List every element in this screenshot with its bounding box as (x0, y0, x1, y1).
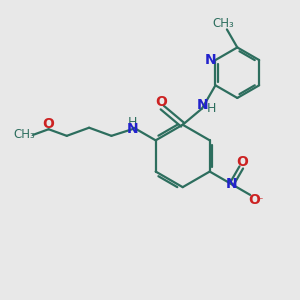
Text: ⁻: ⁻ (256, 195, 263, 208)
Text: N: N (127, 122, 138, 136)
Text: CH₃: CH₃ (212, 17, 234, 30)
Text: N: N (197, 98, 208, 112)
Text: H: H (128, 116, 137, 129)
Text: O: O (155, 95, 167, 109)
Text: N: N (205, 53, 217, 67)
Text: N: N (226, 177, 237, 191)
Text: CH₃: CH₃ (14, 128, 35, 141)
Text: O: O (248, 193, 260, 207)
Text: H: H (206, 102, 216, 115)
Text: O: O (236, 155, 248, 169)
Text: O: O (43, 117, 55, 131)
